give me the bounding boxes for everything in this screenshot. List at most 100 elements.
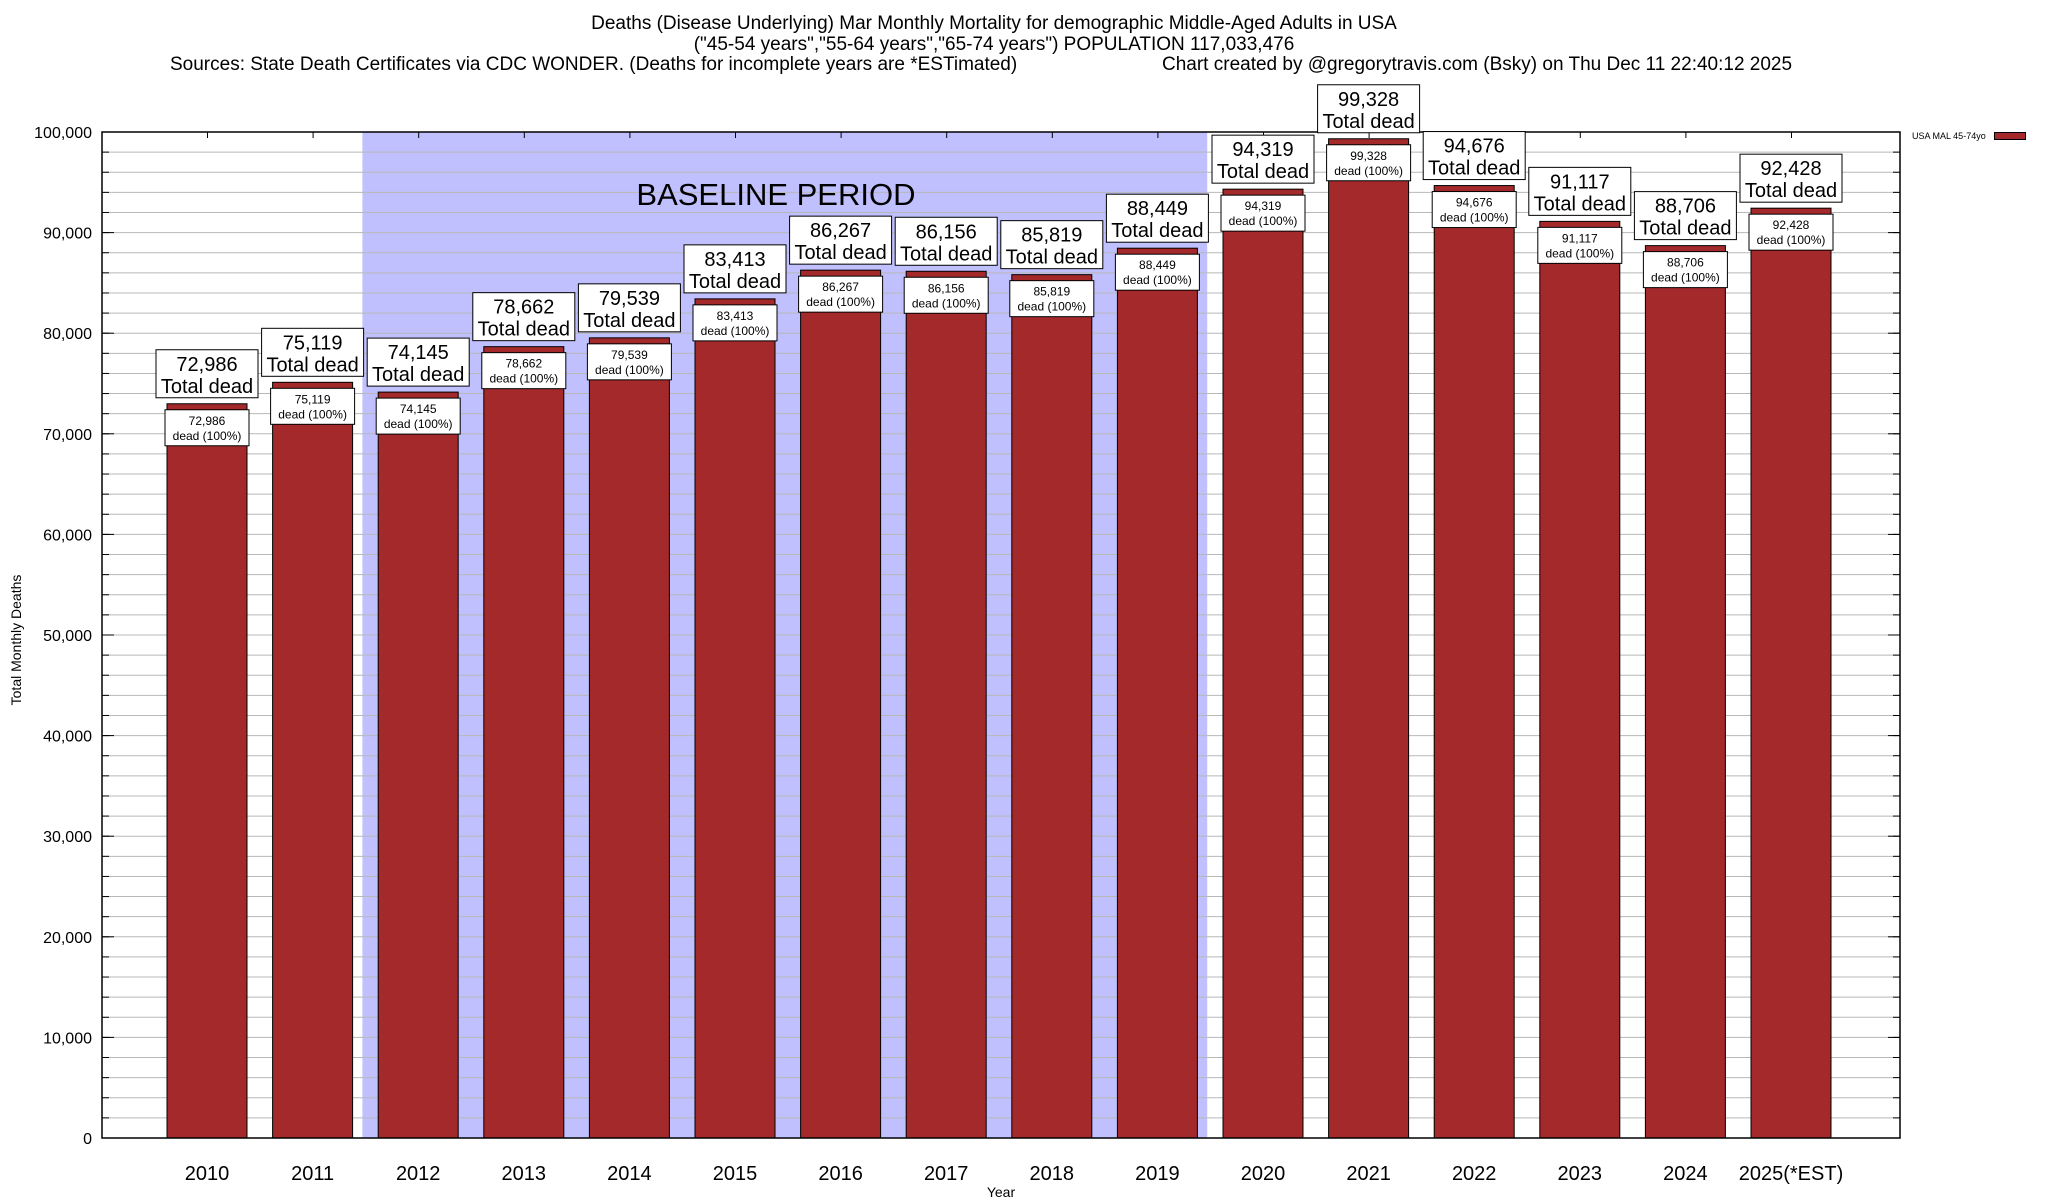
- bar-total-suffix: Total dead: [161, 376, 253, 398]
- bar-total-value: 75,119: [283, 332, 343, 354]
- bar-total-suffix: Total dead: [583, 310, 675, 332]
- bar-inner-label-box: [798, 275, 884, 313]
- bar-inner-label-box: [1431, 191, 1517, 229]
- bar-total-label-box: [1528, 166, 1632, 216]
- bar-inner-percent: dead (100%): [1757, 233, 1826, 247]
- bar-2025(*EST): [1750, 207, 1832, 1139]
- bar-inner-percent: dead (100%): [1651, 271, 1720, 285]
- bar-inner-label-box: [1220, 194, 1306, 232]
- x-tick-label: 2011: [291, 1163, 334, 1185]
- bar-total-suffix: Total dead: [1639, 218, 1731, 240]
- bar-inner-label-box: [1537, 226, 1623, 264]
- axis-layer: [101, 131, 1901, 1139]
- chart-title: Deaths (Disease Underlying) Mar Monthly …: [591, 13, 1397, 34]
- bar-2020: [1222, 188, 1304, 1139]
- bar-total-label-box: [366, 337, 470, 387]
- bar-total-label-box: [1105, 193, 1209, 243]
- bar-total-suffix: Total dead: [1322, 111, 1414, 133]
- bar-total-label-box: [789, 215, 893, 265]
- bar-total-value: 88,449: [1127, 198, 1188, 220]
- bar-2016: [800, 269, 882, 1139]
- bar-inner-percent: dead (100%): [489, 372, 558, 386]
- bar-total-value: 99,328: [1338, 89, 1399, 111]
- bar-total-suffix: Total dead: [1534, 193, 1626, 215]
- bar-inner-label-box: [692, 304, 778, 342]
- bar-inner-value: 94,319: [1245, 199, 1282, 213]
- bar-inner-value: 74,145: [400, 402, 437, 416]
- bar-total-label-box: [261, 327, 365, 377]
- bar-inner-label-box: [1748, 213, 1834, 251]
- bar-total-label-box: [1739, 153, 1843, 203]
- bar-inner-value: 83,413: [717, 309, 754, 323]
- x-tick-label: 2025(*EST): [1739, 1163, 1844, 1185]
- bar-inner-percent: dead (100%): [1440, 211, 1509, 225]
- x-tick-label: 2022: [1452, 1163, 1497, 1185]
- bar-2023: [1539, 220, 1621, 1139]
- bar-inner-value: 78,662: [505, 357, 542, 371]
- bar-inner-value: 86,267: [822, 280, 859, 294]
- x-tick-label: 2017: [924, 1163, 969, 1185]
- bar-inner-label-box: [270, 387, 356, 425]
- bar-total-value: 94,676: [1444, 136, 1505, 158]
- x-tick-label: 2013: [502, 1163, 547, 1185]
- chart-subtitle: ("45-54 years","55-64 years","65-74 year…: [693, 34, 1295, 55]
- chart-sources: Sources: State Death Certificates via CD…: [170, 54, 1018, 75]
- y-tick-label: 10,000: [43, 1030, 92, 1047]
- bar-inner-percent: dead (100%): [173, 429, 242, 443]
- legend: USA MAL 45-74yo: [1912, 131, 2026, 141]
- bar-inner-label-box: [1114, 253, 1200, 291]
- bar-inner-percent: dead (100%): [1017, 300, 1086, 314]
- y-tick-label: 80,000: [43, 326, 92, 343]
- y-tick-label: 90,000: [43, 226, 92, 243]
- bar-inner-percent: dead (100%): [806, 295, 875, 309]
- bar-2015: [694, 298, 776, 1139]
- y-tick-label: 60,000: [43, 527, 92, 544]
- bar-inner-percent: dead (100%): [1123, 273, 1192, 287]
- x-tick-label: 2021: [1346, 1163, 1391, 1185]
- baseline-label: BASELINE PERIOD: [636, 177, 915, 212]
- x-tick-label: 2010: [185, 1163, 230, 1185]
- bar-total-value: 88,706: [1655, 196, 1716, 218]
- bar-total-label-box: [472, 292, 576, 342]
- x-tick-label: 2019: [1135, 1163, 1180, 1185]
- bar-total-suffix: Total dead: [478, 319, 570, 341]
- bar-total-value: 92,428: [1760, 158, 1821, 180]
- bar-total-value: 83,413: [704, 249, 765, 271]
- bar-total-value: 86,267: [810, 220, 871, 242]
- y-tick-label: 0: [83, 1131, 92, 1148]
- y-tick-label: 40,000: [43, 729, 92, 746]
- bar-2011: [272, 381, 354, 1139]
- bar-total-label-box: [577, 283, 681, 333]
- bar-inner-label-box: [1009, 280, 1095, 318]
- bar-inner-label-box: [586, 343, 672, 381]
- x-tick-label: 2018: [1030, 1163, 1075, 1185]
- bar-2021: [1328, 138, 1410, 1139]
- bar-total-suffix: Total dead: [1428, 158, 1520, 180]
- bar-inner-value: 94,676: [1456, 196, 1493, 210]
- bar-inner-value: 79,539: [611, 348, 648, 362]
- bar-2017: [905, 270, 987, 1139]
- bar-total-suffix: Total dead: [689, 271, 781, 293]
- bar-inner-value: 99,328: [1350, 149, 1387, 163]
- bar-inner-label-box: [164, 409, 250, 447]
- bar-inner-value: 75,119: [295, 392, 331, 406]
- bar-total-label-box: [894, 216, 998, 266]
- bar-2012: [377, 391, 459, 1139]
- bar-inner-percent: dead (100%): [1229, 214, 1298, 228]
- bar-2010: [166, 403, 248, 1139]
- bar-total-suffix: Total dead: [266, 354, 358, 376]
- bar-total-label-box: [1317, 84, 1421, 134]
- bar-inner-label-box: [375, 397, 461, 435]
- bar-total-value: 79,539: [599, 288, 660, 310]
- bar-inner-percent: dead (100%): [595, 363, 664, 377]
- x-tick-label: 2023: [1558, 1163, 1603, 1185]
- bar-total-label-box: [155, 349, 259, 399]
- bar-total-label-box: [1422, 131, 1526, 181]
- bar-inner-value: 88,449: [1139, 258, 1176, 272]
- bar-inner-value: 85,819: [1033, 285, 1070, 299]
- bar-inner-value: 92,428: [1773, 218, 1810, 232]
- bar-total-suffix: Total dead: [372, 364, 464, 386]
- y-tick-label: 70,000: [43, 427, 92, 444]
- y-tick-label: 30,000: [43, 829, 92, 846]
